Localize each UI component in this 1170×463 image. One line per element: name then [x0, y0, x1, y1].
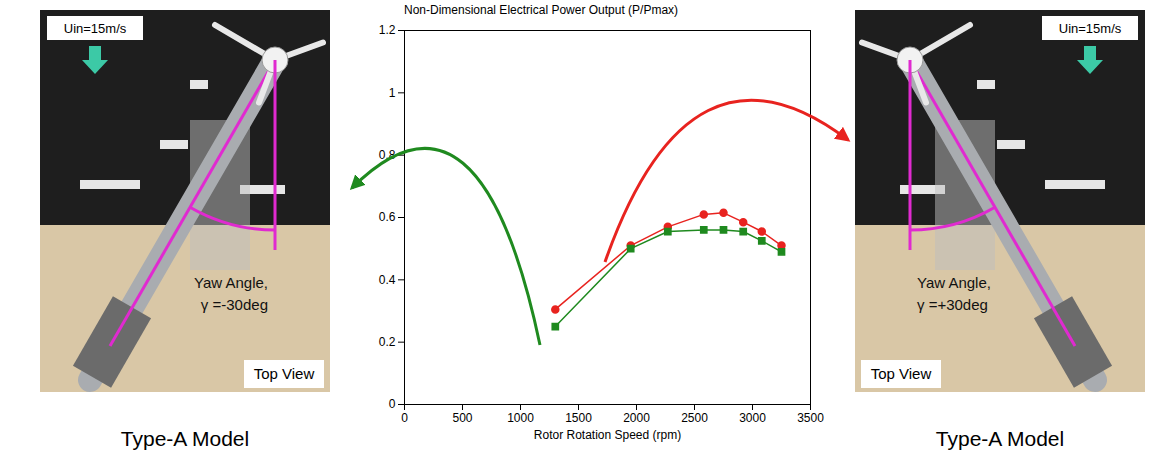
svg-text:Uin=15m/s: Uin=15m/s: [64, 21, 127, 36]
svg-text:3000: 3000: [739, 411, 766, 425]
svg-text:Uin=15m/s: Uin=15m/s: [1059, 21, 1122, 36]
svg-text:Rotor Rotation Speed (rpm): Rotor Rotation Speed (rpm): [534, 428, 681, 442]
svg-text:1000: 1000: [507, 411, 534, 425]
svg-text:γ =+30deg: γ =+30deg: [917, 296, 988, 313]
svg-text:Yaw Angle,: Yaw Angle,: [917, 274, 991, 291]
svg-text:Type-A Model: Type-A Model: [121, 427, 249, 450]
svg-text:1.2: 1.2: [379, 23, 396, 37]
svg-text:0.6: 0.6: [379, 210, 396, 224]
svg-text:3500: 3500: [797, 411, 824, 425]
svg-text:Top View: Top View: [254, 365, 315, 382]
svg-text:0.4: 0.4: [379, 273, 396, 287]
svg-text:2000: 2000: [623, 411, 650, 425]
html-text:Non-Dimensional Electrical Pow: Non-Dimensional Electrical Power Output …: [404, 3, 679, 17]
svg-text:Top View: Top View: [871, 365, 932, 382]
svg-text:Yaw Angle,: Yaw Angle,: [194, 274, 268, 291]
svg-text:2500: 2500: [681, 411, 708, 425]
svg-text:0.8: 0.8: [379, 148, 396, 162]
svg-text:0.2: 0.2: [379, 335, 396, 349]
svg-text:γ =-30deg: γ =-30deg: [201, 296, 268, 313]
svg-text:0: 0: [401, 411, 408, 425]
svg-text:0: 0: [389, 397, 396, 411]
svg-text:500: 500: [452, 411, 472, 425]
svg-text:1500: 1500: [565, 411, 592, 425]
svg-text:Type-A Model: Type-A Model: [936, 427, 1064, 450]
svg-text:1: 1: [389, 86, 396, 100]
